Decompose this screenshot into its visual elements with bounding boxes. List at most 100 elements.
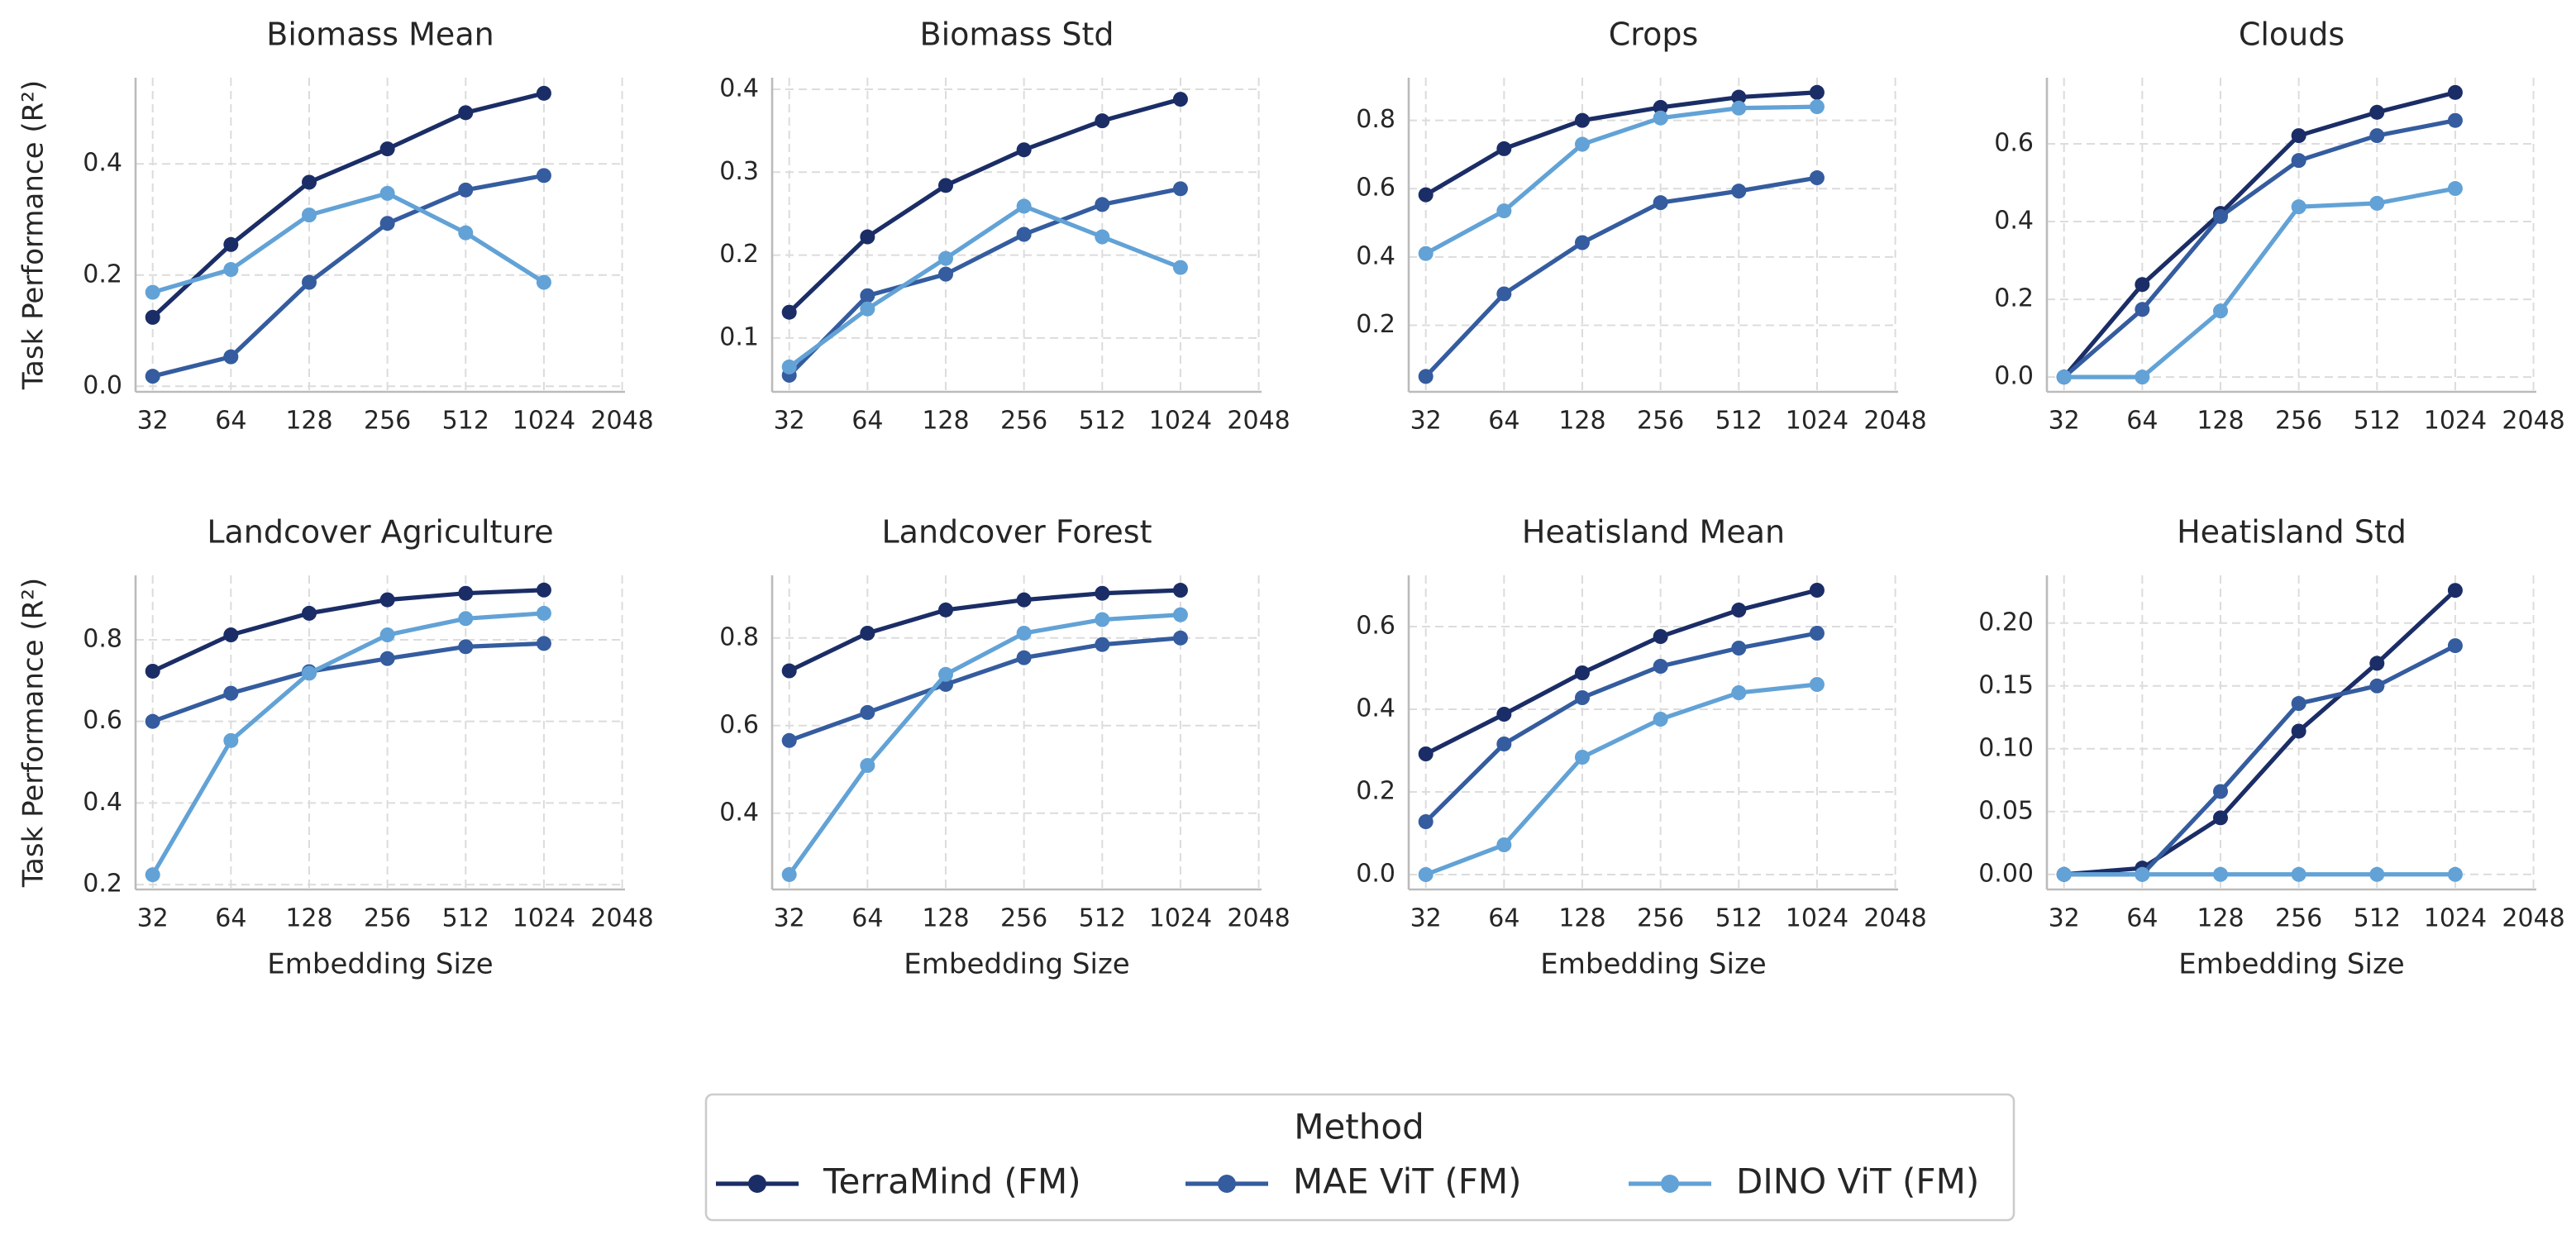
y-tick-label: 0.3: [719, 157, 759, 186]
x-tick-label: 256: [364, 407, 411, 436]
line: [150, 611, 545, 876]
y-tick-label: 0.4: [83, 788, 122, 817]
line: [151, 641, 545, 724]
marker: [301, 665, 317, 681]
x-tick-label: 1024: [1149, 904, 1212, 933]
x-tick-label: 128: [285, 407, 332, 436]
marker: [1809, 170, 1825, 186]
x-tick-label: 512: [1715, 407, 1763, 436]
marker: [379, 141, 395, 157]
x-tick-label: 256: [1637, 904, 1684, 933]
line: [151, 191, 546, 295]
chart-title: Landcover Agriculture: [207, 514, 553, 551]
marker: [1731, 641, 1747, 656]
y-tick-label: 0.00: [1978, 859, 2034, 888]
marker: [860, 229, 875, 245]
marker: [1496, 837, 1512, 852]
marker: [1496, 203, 1512, 219]
marker: [860, 758, 875, 774]
line: [788, 636, 1181, 743]
x-tick-label: 128: [1558, 407, 1605, 436]
marker: [1016, 198, 1032, 214]
marker: [536, 168, 551, 184]
marker: [2447, 583, 2463, 598]
x-tick-label: 1024: [2424, 904, 2487, 933]
marker: [2212, 303, 2228, 319]
marker: [1574, 235, 1590, 250]
marker: [860, 704, 875, 720]
marker: [1653, 629, 1668, 644]
marker: [301, 207, 317, 223]
x-tick-label: 64: [852, 407, 883, 436]
x-tick-label: 2048: [590, 407, 653, 436]
x-tick-label: 64: [2126, 407, 2158, 436]
marker: [1574, 750, 1590, 765]
marker: [145, 713, 160, 729]
marker: [145, 867, 160, 883]
marker: [781, 304, 797, 320]
y-tick-label: 0.2: [1994, 284, 2034, 313]
x-tick-label: 128: [922, 904, 969, 933]
x-tick-label: 64: [1488, 407, 1519, 436]
marker: [1172, 92, 1188, 107]
x-tick-label: 256: [1637, 407, 1684, 436]
y-tick-label: 0.8: [719, 622, 759, 651]
marker: [1496, 737, 1512, 751]
marker: [1496, 141, 1512, 156]
legend-marker: [748, 1175, 766, 1193]
y-tick-label: 0.6: [1994, 128, 2034, 157]
marker: [1095, 612, 1110, 627]
chart-title: Crops: [1609, 17, 1699, 53]
legend-marker: [1661, 1175, 1679, 1193]
marker: [2135, 866, 2150, 882]
marker: [2291, 696, 2306, 712]
line: [2062, 90, 2456, 379]
marker: [2291, 866, 2306, 882]
line: [1424, 682, 1818, 877]
marker: [536, 605, 551, 621]
chart-title: Heatisland Mean: [1522, 514, 1785, 551]
marker: [1095, 585, 1110, 601]
x-tick-label: 128: [922, 407, 969, 436]
line: [787, 97, 1181, 314]
marker: [145, 369, 160, 384]
marker: [1172, 181, 1188, 197]
marker: [2369, 656, 2385, 671]
x-tick-label: 32: [1410, 904, 1442, 933]
marker: [937, 602, 953, 618]
marker: [379, 627, 395, 643]
marker: [2212, 866, 2228, 882]
marker: [1809, 99, 1825, 115]
x-tick-label: 256: [2275, 904, 2322, 933]
marker: [1809, 677, 1825, 692]
marker: [379, 651, 395, 666]
marker: [1016, 226, 1032, 242]
marker: [536, 85, 551, 101]
line: [2062, 118, 2456, 379]
x-axis-label: Embedding Size: [2178, 948, 2404, 981]
x-tick-label: 1024: [513, 904, 575, 933]
y-tick-label: 0.8: [1356, 105, 1395, 134]
x-tick-label: 2048: [1227, 407, 1290, 436]
marker: [2369, 678, 2385, 694]
marker: [1809, 84, 1825, 100]
marker: [1418, 746, 1433, 761]
x-tick-label: 1024: [1786, 904, 1849, 933]
marker: [458, 585, 474, 601]
line: [1424, 631, 1818, 823]
marker: [458, 105, 474, 121]
line: [788, 203, 1181, 370]
x-tick-label: 32: [1410, 407, 1442, 436]
marker: [2369, 195, 2385, 211]
x-tick-label: 1024: [513, 407, 575, 436]
line: [2063, 643, 2457, 877]
marker: [860, 625, 875, 641]
marker: [1418, 814, 1433, 829]
marker: [2291, 128, 2306, 144]
x-axis-label: Embedding Size: [267, 948, 493, 981]
x-tick-label: 512: [2354, 407, 2401, 436]
y-tick-label: 0.0: [1994, 362, 2034, 391]
x-tick-label: 2048: [1863, 904, 1926, 933]
marker: [536, 274, 551, 290]
